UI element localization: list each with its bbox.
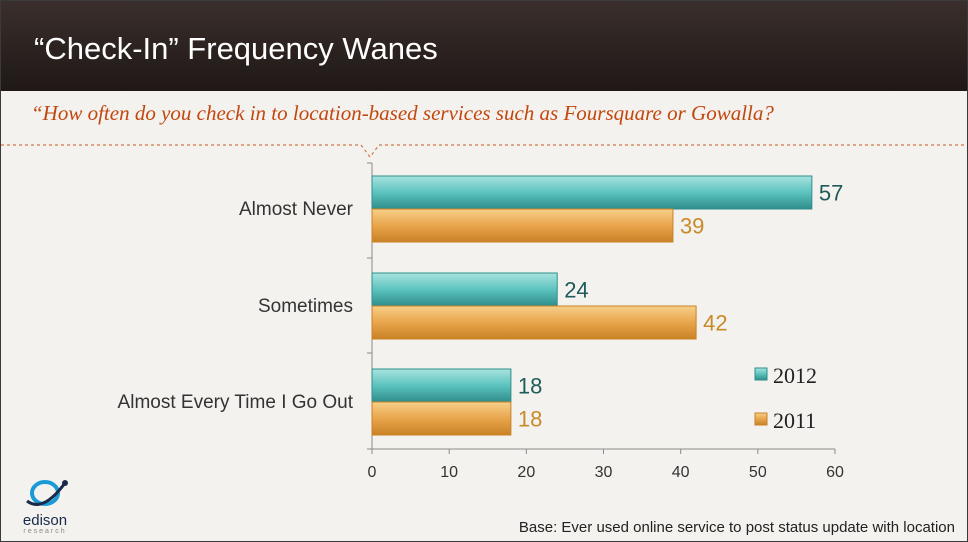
x-tick-label: 20 — [517, 464, 535, 481]
data-label-2011: 39 — [680, 214, 704, 239]
title-bar: “Check-In” Frequency Wanes — [1, 1, 967, 91]
edison-logo-icon — [26, 480, 68, 506]
x-tick-label: 50 — [749, 464, 767, 481]
data-label-2012: 57 — [819, 181, 843, 206]
x-tick-label: 60 — [826, 464, 844, 481]
legend-swatch-2012 — [754, 367, 768, 381]
data-label-2012: 18 — [518, 374, 542, 399]
bar-2012 — [371, 272, 558, 307]
legend-label-2012: 2012 — [773, 363, 817, 388]
legend-swatch-2011 — [754, 412, 768, 426]
bar-2011 — [371, 208, 674, 243]
logo-wordmark: edison — [22, 512, 68, 529]
bar-2011 — [371, 305, 697, 340]
bar-2011 — [371, 401, 512, 436]
data-label-2011: 18 — [518, 407, 542, 432]
bar-2012 — [371, 368, 512, 403]
data-label-2011: 42 — [703, 311, 727, 336]
base-footnote: Base: Ever used online service to post s… — [518, 519, 955, 536]
category-label: Almost Never — [239, 199, 354, 220]
x-tick-label: 30 — [595, 464, 613, 481]
legend-label-2011: 2011 — [773, 408, 816, 433]
logo-subtext: research — [23, 528, 67, 535]
data-label-2012: 24 — [564, 278, 588, 303]
x-tick-label: 10 — [440, 464, 458, 481]
x-tick-label: 40 — [672, 464, 690, 481]
category-label: Sometimes — [258, 296, 353, 317]
slide-title: “Check-In” Frequency Wanes — [34, 31, 438, 66]
survey-question: “How often do you check in to location-b… — [31, 101, 774, 125]
category-label: Almost Every Time I Go Out — [118, 392, 354, 413]
x-tick-label: 0 — [368, 464, 377, 481]
bar-2012 — [371, 175, 813, 210]
